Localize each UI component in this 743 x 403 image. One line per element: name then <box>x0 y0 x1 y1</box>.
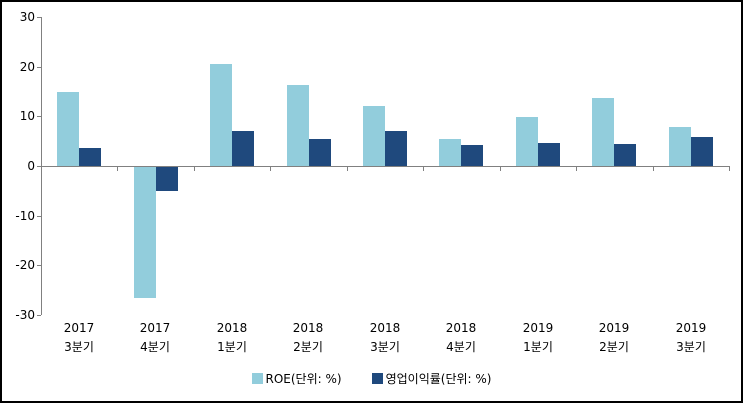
bar-op-margin <box>461 145 483 166</box>
bar-roe <box>287 85 309 166</box>
y-tick <box>37 265 41 267</box>
x-tick <box>270 166 271 171</box>
bar-roe <box>363 106 385 166</box>
legend: ROE(단위: %) 영업이익률(단위: %) <box>2 370 741 387</box>
y-tick <box>37 166 41 167</box>
x-axis-label-quarter: 3분기 <box>370 340 400 354</box>
y-tick-label: 10 <box>19 109 35 124</box>
y-tick-label: 0 <box>27 159 35 173</box>
bar-op-margin <box>232 131 254 166</box>
y-axis-line <box>41 16 42 315</box>
y-tick-label: 20 <box>19 59 35 74</box>
x-axis-label: 2017 3분기 <box>41 319 117 357</box>
x-axis-label-year: 2019 <box>675 321 707 335</box>
x-tick <box>194 166 195 171</box>
y-tick <box>37 116 41 118</box>
bar-op-margin <box>385 131 407 166</box>
y-tick-label: 30 <box>19 9 35 24</box>
x-axis-label-quarter: 2분기 <box>293 340 323 354</box>
bar-roe <box>669 127 691 166</box>
x-axis-label: 2018 3분기 <box>347 319 423 357</box>
x-axis-label-year: 2018 <box>369 321 401 335</box>
bar-op-margin <box>156 166 178 191</box>
bar-op-margin <box>538 143 560 166</box>
legend-label-op-margin: 영업이익률(단위: %) <box>385 372 492 386</box>
bar-op-margin <box>79 147 101 166</box>
x-axis-label-quarter: 1분기 <box>523 340 553 354</box>
bar-roe <box>439 138 461 166</box>
x-axis-label-year: 2018 <box>292 321 324 335</box>
x-tick <box>500 166 501 171</box>
x-axis-label-quarter: 1분기 <box>217 340 247 354</box>
legend-label-roe: ROE(단위: %) <box>265 372 342 386</box>
x-tick <box>729 166 730 171</box>
bar-roe <box>592 98 614 166</box>
y-tick <box>37 215 41 217</box>
x-axis-label-year: 2018 <box>445 321 477 335</box>
bar-op-margin <box>614 143 636 166</box>
x-tick <box>423 166 424 171</box>
x-tick <box>653 166 654 171</box>
x-axis-label: 2019 2분기 <box>576 319 652 357</box>
x-axis-label-year: 2017 <box>139 321 171 335</box>
y-tick <box>37 66 41 68</box>
x-axis-label-quarter: 4분기 <box>446 340 476 354</box>
legend-item-op-margin: 영업이익률(단위: %) <box>371 370 492 387</box>
x-axis-label-year: 2019 <box>522 321 554 335</box>
x-axis-label: 2018 2분기 <box>270 319 346 357</box>
x-axis-label: 2018 1분기 <box>194 319 270 357</box>
legend-item-roe: ROE(단위: %) <box>251 370 342 387</box>
x-axis-label-quarter: 4분기 <box>140 340 170 354</box>
x-axis-label-year: 2019 <box>598 321 630 335</box>
x-tick <box>347 166 348 171</box>
bar-roe <box>516 117 538 166</box>
x-axis-label-quarter: 3분기 <box>64 340 94 354</box>
y-tick-label: -10 <box>15 208 35 223</box>
x-axis-label-quarter: 2분기 <box>599 340 629 354</box>
x-axis-label-year: 2018 <box>216 321 248 335</box>
y-tick-label: -20 <box>15 258 35 273</box>
y-tick-label: -30 <box>15 308 35 322</box>
x-axis-label: 2018 4분기 <box>423 319 499 357</box>
bar-roe <box>210 64 232 166</box>
x-tick <box>576 166 577 171</box>
x-tick <box>117 166 118 171</box>
bar-op-margin <box>691 137 713 166</box>
x-axis-label: 2017 4분기 <box>117 319 193 357</box>
legend-swatch-roe-icon <box>251 373 263 384</box>
x-axis-zero-line <box>41 166 729 167</box>
bar-roe <box>134 166 156 298</box>
x-axis-label: 2019 3분기 <box>653 319 729 357</box>
x-tick <box>41 166 42 171</box>
x-axis-label: 2019 1분기 <box>500 319 576 357</box>
x-axis-label-year: 2017 <box>63 321 95 335</box>
legend-swatch-op-margin-icon <box>371 373 383 384</box>
x-axis-label-quarter: 3분기 <box>676 340 706 354</box>
bar-op-margin <box>309 138 331 166</box>
y-tick <box>37 16 41 18</box>
y-tick <box>37 315 41 316</box>
bar-roe <box>57 91 79 166</box>
